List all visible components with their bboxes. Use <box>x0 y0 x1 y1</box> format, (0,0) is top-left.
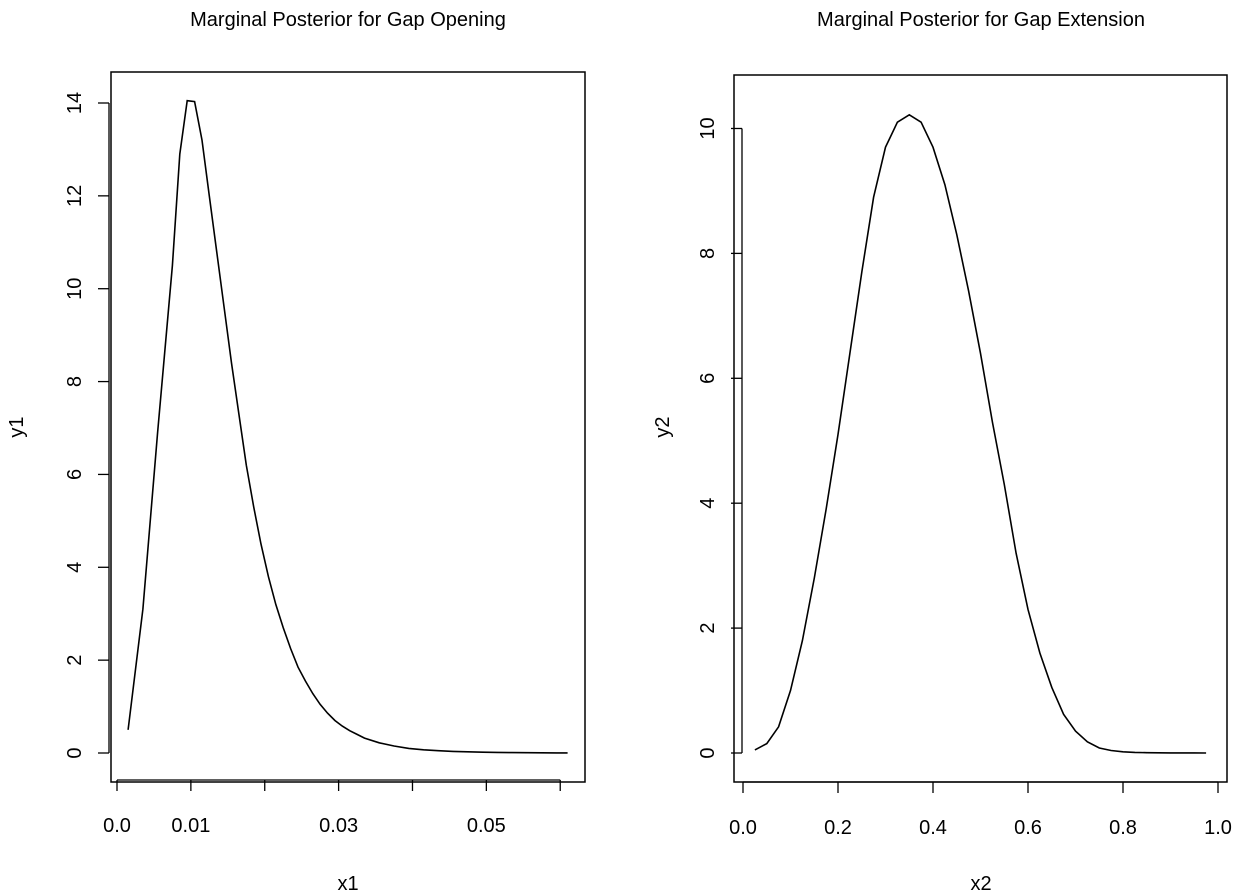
y-tick-label: 10 <box>64 278 86 300</box>
x-tick-label: 0.0 <box>729 817 757 839</box>
x-axis-label: x1 <box>337 873 358 895</box>
series-line <box>127 99 568 754</box>
x-tick-label: 0.01 <box>171 815 210 837</box>
y-axis-label: y2 <box>652 416 674 437</box>
y-tick-label: 14 <box>64 92 86 114</box>
y-tick-label: 4 <box>697 498 719 509</box>
x-tick-label: 0.0 <box>103 815 131 837</box>
series-line <box>754 113 1207 754</box>
y-tick-label: 6 <box>697 373 719 384</box>
x-tick-label: 0.2 <box>824 817 852 839</box>
y-tick-label: 4 <box>64 562 86 573</box>
x-tick-label: 1.0 <box>1204 817 1232 839</box>
y-tick-label: 8 <box>697 248 719 259</box>
axis-ticks: 0.0 0.2 0.4 0.6 0.8 1.0 0 2 4 6 8 10 <box>697 117 1232 839</box>
axis-ticks: 0.0 0.01 0.03 0.05 0 2 4 6 8 10 12 14 <box>64 92 561 837</box>
y-tick-label: 8 <box>64 376 86 387</box>
y-tick-label: 2 <box>64 655 86 666</box>
x-tick-label: 0.03 <box>319 815 358 837</box>
plot-frame <box>733 74 1228 783</box>
y-axis-label: y1 <box>6 416 28 437</box>
y-tick-label: 6 <box>64 469 86 480</box>
y-tick-label: 10 <box>697 117 719 139</box>
y-tick-label: 2 <box>697 623 719 634</box>
panel-gap-opening: Marginal Posterior for Gap Opening 0.0 0.… <box>6 9 586 895</box>
x-tick-label: 0.8 <box>1109 817 1137 839</box>
chart-title: Marginal Posterior for Gap Opening <box>190 9 506 31</box>
x-tick-label: 0.05 <box>467 815 506 837</box>
y-tick-label: 12 <box>64 185 86 207</box>
y-tick-label: 0 <box>64 747 86 758</box>
y-tick-label: 0 <box>697 747 719 758</box>
x-tick-label: 0.4 <box>919 817 947 839</box>
x-axis-label: x2 <box>970 873 991 895</box>
chart-title: Marginal Posterior for Gap Extension <box>817 9 1145 31</box>
panel-gap-extension: Marginal Posterior for Gap Extension 0.0… <box>652 9 1232 895</box>
plot-frame <box>110 71 586 783</box>
x-tick-label: 0.6 <box>1014 817 1042 839</box>
